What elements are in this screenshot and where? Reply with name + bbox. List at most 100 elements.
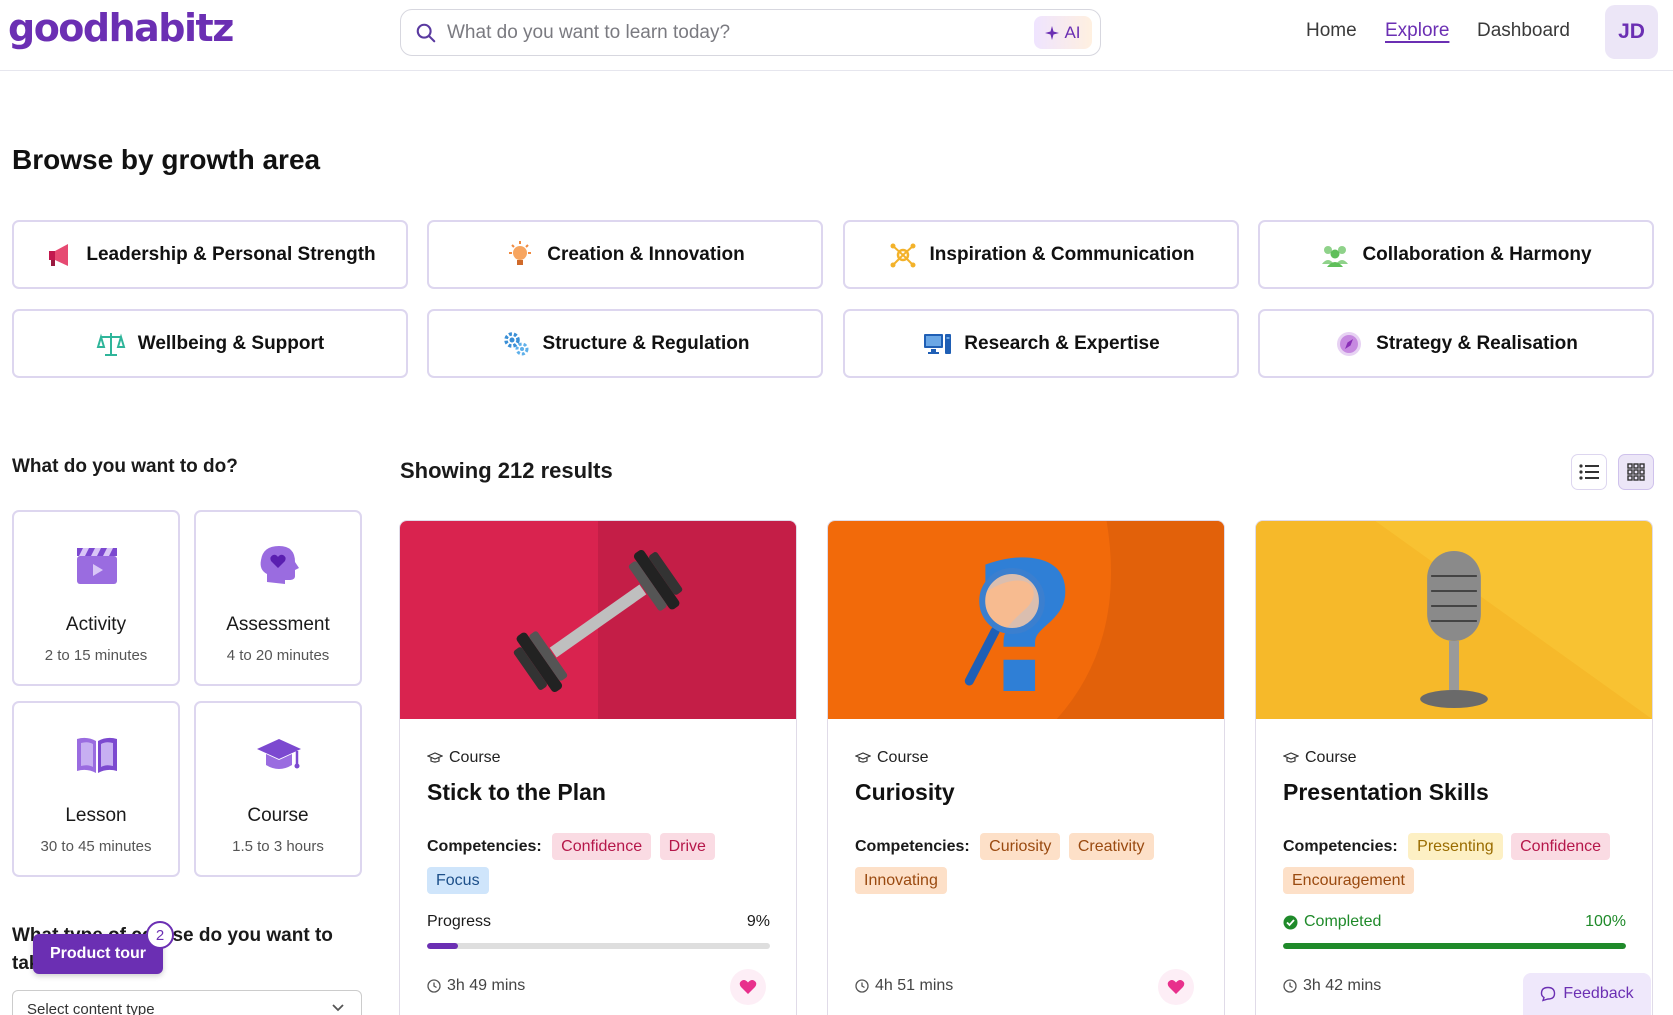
favorite-button[interactable] (1158, 969, 1194, 1005)
clapper-icon (77, 548, 117, 584)
growth-area-label: Collaboration & Harmony (1362, 243, 1592, 265)
type-card-name: Assessment (226, 614, 330, 635)
growth-area-wellbeing[interactable]: Wellbeing & Support (12, 309, 408, 378)
competency-tag: Confidence (1511, 833, 1611, 860)
type-card-course[interactable]: Course 1.5 to 3 hours (194, 701, 362, 877)
search-bar[interactable]: AI (400, 9, 1101, 56)
ai-label: AI (1064, 22, 1081, 42)
content-type-select[interactable]: Select content type (12, 990, 362, 1015)
nav-dashboard[interactable]: Dashboard (1477, 20, 1570, 41)
goodhabitz-logo[interactable]: goodhabitz (8, 6, 234, 50)
growth-area-strategy[interactable]: Strategy & Realisation (1258, 309, 1654, 378)
check-circle-icon (1283, 915, 1298, 929)
compass-icon (1337, 331, 1362, 356)
filter-title: What do you want to do? (12, 456, 238, 477)
nav-explore[interactable]: Explore (1385, 20, 1450, 41)
growth-area-collaboration[interactable]: Collaboration & Harmony (1258, 220, 1654, 289)
competency-tag: Drive (659, 833, 715, 860)
card-title[interactable]: Stick to the Plan (427, 779, 606, 805)
card-image-question-mark: ? (828, 521, 1224, 719)
card-duration: 4h 51 mins (855, 977, 953, 995)
card-title[interactable]: Presentation Skills (1283, 779, 1489, 805)
type-card-assessment[interactable]: Assessment 4 to 20 minutes (194, 510, 362, 686)
top-header: goodhabitz AI Home Explore Dashboard JD (0, 0, 1673, 71)
card-competencies: Competencies: Presenting Confidence Enco… (1283, 831, 1633, 899)
feedback-button[interactable]: Feedback (1523, 973, 1651, 1015)
nav-home[interactable]: Home (1306, 20, 1357, 41)
course-card-presentation-skills[interactable]: Course Presentation Skills Competencies:… (1255, 520, 1653, 1015)
card-type: Course (1283, 749, 1357, 767)
card-type-label: Course (449, 749, 501, 766)
head-heart-icon (260, 546, 299, 584)
type-card-duration: 4 to 20 minutes (226, 647, 330, 664)
progress-label: Progress (427, 913, 492, 930)
growth-area-research[interactable]: Research & Expertise (843, 309, 1239, 378)
competency-tag: Focus (427, 867, 489, 894)
network-icon (890, 243, 916, 267)
grid-icon (1627, 463, 1645, 481)
type-card-name: Lesson (65, 805, 127, 826)
product-tour-button[interactable]: Product tour (33, 934, 163, 974)
progress-value: 9% (746, 913, 770, 930)
progress-fill (1283, 943, 1626, 949)
card-duration-label: 4h 51 mins (875, 977, 954, 994)
growth-area-creation[interactable]: Creation & Innovation (427, 220, 823, 289)
course-card-stick-to-the-plan[interactable]: Course Stick to the Plan Competencies: C… (399, 520, 797, 1015)
growth-area-leadership[interactable]: Leadership & Personal Strength (12, 220, 408, 289)
computer-icon (924, 333, 952, 354)
list-view-button[interactable] (1571, 454, 1607, 490)
graduation-cap-icon (427, 752, 443, 763)
graduation-cap-icon (1283, 752, 1299, 763)
type-card-name: Activity (65, 614, 127, 635)
sparkle-icon (1045, 25, 1060, 40)
competency-tag: Presenting (1408, 833, 1503, 860)
ai-search-button[interactable]: AI (1034, 16, 1092, 49)
people-icon (1322, 245, 1349, 267)
type-card-duration: 30 to 45 minutes (40, 838, 152, 855)
user-avatar[interactable]: JD (1605, 5, 1658, 59)
graduation-cap-icon (257, 739, 301, 769)
card-image-microphone (1256, 521, 1652, 719)
competency-tag: Creativity (1068, 833, 1154, 860)
results-count: Showing 212 results (400, 458, 613, 483)
progress-bar (427, 943, 770, 949)
progress-bar (1283, 943, 1626, 949)
grid-view-button[interactable] (1618, 454, 1654, 490)
type-card-activity[interactable]: Activity 2 to 15 minutes (12, 510, 180, 686)
megaphone-icon (49, 243, 69, 266)
clock-icon (855, 979, 869, 993)
graduation-cap-icon (855, 752, 871, 763)
card-duration: 3h 49 mins (427, 977, 525, 995)
competency-tag: Confidence (552, 833, 652, 860)
competency-tag: Innovating (855, 867, 947, 894)
competency-tag: Curiosity (980, 833, 1061, 860)
progress-value: 100% (1585, 913, 1626, 930)
search-input[interactable] (447, 18, 1007, 48)
growth-area-label: Strategy & Realisation (1376, 332, 1578, 354)
progress-fill (427, 943, 458, 949)
course-card-curiosity[interactable]: ? Course Curiosity Competencies: Curiosi… (827, 520, 1225, 1015)
growth-area-label: Inspiration & Communication (929, 243, 1195, 265)
growth-area-structure[interactable]: Structure & Regulation (427, 309, 823, 378)
select-placeholder: Select content type (27, 1001, 155, 1015)
book-icon (77, 737, 117, 773)
card-type: Course (427, 749, 501, 767)
growth-area-inspiration[interactable]: Inspiration & Communication (843, 220, 1239, 289)
type-card-lesson[interactable]: Lesson 30 to 45 minutes (12, 701, 180, 877)
lightbulb-icon (509, 240, 532, 265)
type-card-duration: 2 to 15 minutes (44, 647, 148, 664)
heart-icon (739, 980, 757, 994)
browse-title: Browse by growth area (12, 144, 321, 175)
competencies-label: Competencies: (1283, 838, 1398, 855)
heart-icon (1167, 980, 1185, 994)
clock-icon (427, 979, 441, 993)
growth-area-label: Research & Expertise (964, 332, 1160, 354)
completed-text: Completed (1304, 913, 1382, 930)
favorite-button[interactable] (730, 969, 766, 1005)
card-image-dumbbell (400, 521, 796, 719)
competencies-label: Competencies: (427, 838, 542, 855)
gears-icon (503, 331, 529, 355)
growth-area-label: Creation & Innovation (547, 243, 745, 265)
card-type-label: Course (877, 749, 929, 766)
card-title[interactable]: Curiosity (855, 779, 955, 805)
